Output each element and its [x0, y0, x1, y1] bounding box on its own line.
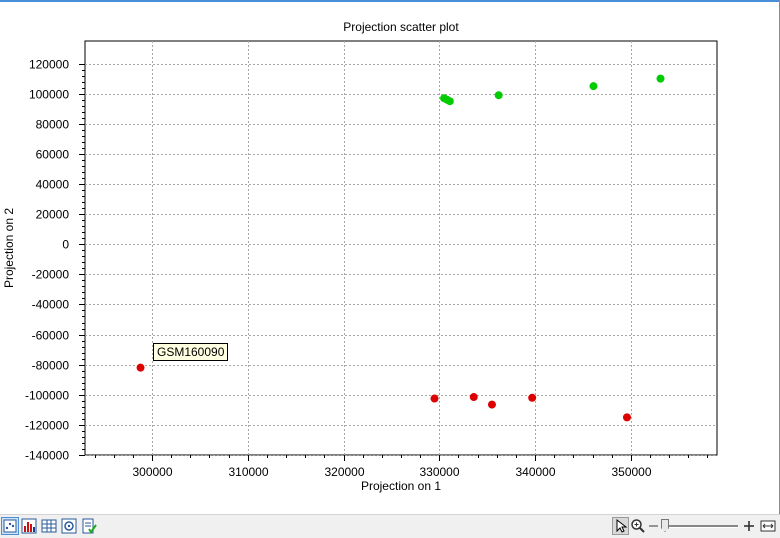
zoom-in-icon — [744, 521, 754, 531]
scatter-plot[interactable]: Projection scatter plot 120000 100000 8000… — [0, 2, 779, 514]
data-point[interactable] — [589, 82, 598, 91]
axes: 120000 100000 80000 60000 40000 20000 0 -20000 -… — [25, 58, 708, 479]
y-tick-label: -140000 — [25, 449, 69, 463]
data-point[interactable] — [622, 413, 631, 422]
data-point[interactable] — [445, 97, 454, 106]
y-tick-label: -40000 — [32, 298, 70, 312]
table-view-button[interactable] — [41, 518, 57, 534]
x-tick-label: 310000 — [228, 465, 268, 479]
scatter-view-button[interactable] — [1, 517, 19, 535]
zoom-out-button[interactable] — [647, 518, 663, 534]
grid-lines — [85, 41, 717, 456]
data-point[interactable] — [656, 74, 665, 83]
fit-width-icon — [760, 520, 776, 532]
y-tick-label: -60000 — [32, 329, 70, 343]
zoom-in-button[interactable] — [742, 518, 758, 534]
pointer-tool-icon — [616, 518, 628, 533]
data-point[interactable] — [136, 363, 145, 372]
x-tick-label: 320000 — [324, 465, 364, 479]
x-tick-label: 330000 — [419, 465, 459, 479]
point-tooltip: GSM160090 — [153, 343, 229, 361]
x-tick-label: 300000 — [132, 465, 172, 479]
scatter-plot-panel[interactable]: Projection scatter plot 120000 100000 8000… — [0, 2, 779, 514]
y-tick-label: 100000 — [29, 88, 69, 102]
zoom-slider-track[interactable] — [665, 525, 738, 528]
zoom-tool-button[interactable] — [630, 518, 646, 534]
x-tick-label: 350000 — [611, 465, 651, 479]
table-view-icon — [41, 519, 57, 533]
data-point[interactable] — [528, 393, 537, 402]
x-axis-title: Projection on 1 — [361, 479, 441, 493]
zoom-out-icon — [649, 525, 658, 527]
data-point[interactable] — [494, 91, 503, 100]
chart-title: Projection scatter plot — [343, 20, 459, 34]
y-tick-label: -20000 — [32, 268, 70, 282]
y-tick-label: -120000 — [25, 419, 69, 433]
histogram-view-button[interactable] — [21, 518, 37, 534]
y-tick-label: 40000 — [36, 178, 70, 192]
bottom-toolbar — [0, 514, 780, 538]
settings-view-icon — [61, 518, 77, 534]
histogram-view-icon — [21, 518, 37, 534]
y-tick-label: 120000 — [29, 58, 69, 72]
y-axis-title: Projection on 2 — [2, 208, 16, 288]
x-tick-label: 340000 — [515, 465, 555, 479]
window-top-border — [0, 0, 780, 2]
y-tick-label: 20000 — [36, 208, 70, 222]
data-point[interactable] — [469, 393, 478, 402]
y-tick-label: -80000 — [32, 359, 70, 373]
y-tick-label: 60000 — [36, 148, 70, 162]
y-tick-label: -100000 — [25, 389, 69, 403]
data-points[interactable] — [136, 74, 665, 422]
zoom-tool-icon — [631, 519, 645, 533]
y-tick-label: 80000 — [36, 118, 70, 132]
settings-view-button[interactable] — [61, 518, 77, 534]
history-view-icon — [82, 518, 97, 534]
zoom-slider-thumb[interactable] — [661, 519, 669, 532]
scatter-view-icon — [3, 519, 17, 533]
history-view-button[interactable] — [81, 518, 97, 534]
data-point[interactable] — [487, 400, 496, 409]
plot-frame[interactable] — [84, 40, 718, 456]
data-point[interactable] — [430, 394, 439, 403]
y-tick-label: 0 — [62, 238, 69, 252]
pointer-tool-button[interactable] — [612, 517, 629, 535]
fit-width-button[interactable] — [760, 518, 776, 534]
